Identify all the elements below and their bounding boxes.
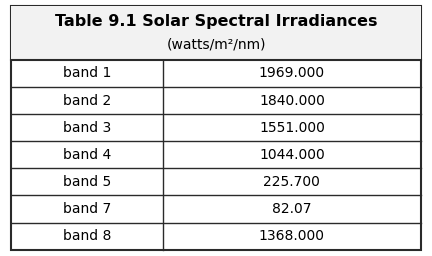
Text: band 4: band 4	[63, 148, 111, 162]
Text: 225.700: 225.700	[264, 175, 321, 189]
Text: 1969.000: 1969.000	[259, 67, 325, 80]
Text: 1368.000: 1368.000	[259, 229, 325, 243]
Text: 1840.000: 1840.000	[259, 93, 325, 108]
Text: 1551.000: 1551.000	[259, 121, 325, 135]
Text: band 7: band 7	[63, 202, 111, 216]
Text: band 8: band 8	[63, 229, 111, 243]
Text: 82.07: 82.07	[272, 202, 311, 216]
Bar	[11, 6, 421, 60]
Text: 1044.000: 1044.000	[259, 148, 325, 162]
Text: band 3: band 3	[63, 121, 111, 135]
Text: band 2: band 2	[63, 93, 111, 108]
Text: Table 9.1 Solar Spectral Irradiances: Table 9.1 Solar Spectral Irradiances	[55, 14, 377, 29]
Text: band 5: band 5	[63, 175, 111, 189]
Text: band 1: band 1	[63, 67, 111, 80]
Text: (watts/m²/nm): (watts/m²/nm)	[166, 38, 266, 52]
